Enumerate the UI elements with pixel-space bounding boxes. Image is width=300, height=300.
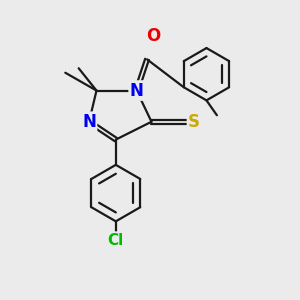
Text: S: S xyxy=(188,113,200,131)
Text: N: N xyxy=(82,113,96,131)
Text: Cl: Cl xyxy=(108,232,124,247)
Text: O: O xyxy=(146,27,160,45)
Text: N: N xyxy=(130,82,144,100)
